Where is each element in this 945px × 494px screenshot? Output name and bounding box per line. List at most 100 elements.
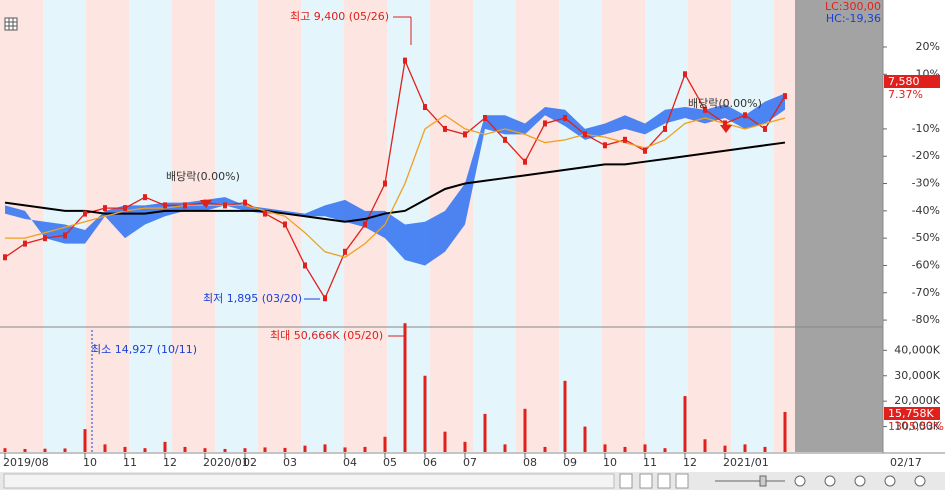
volume-bar: [43, 448, 47, 452]
x-tick-label: 08: [523, 456, 537, 469]
y-tick-label: 20,000K: [894, 394, 940, 407]
volume-bar: [203, 448, 207, 452]
volume-bar: [703, 439, 707, 452]
price-line: [4, 58, 786, 300]
candle: [103, 205, 107, 212]
x-tick-label: 11: [123, 456, 137, 469]
tool-button[interactable]: [884, 475, 896, 487]
volume-bar: [223, 448, 227, 452]
volume-bar: [723, 445, 727, 452]
x-tick-label: 03: [283, 456, 297, 469]
candle: [163, 202, 167, 209]
volume-bar: [403, 323, 407, 452]
scroll-left[interactable]: [619, 473, 633, 489]
x-tick-label: 2021/01: [723, 456, 769, 469]
month-stripe: [516, 0, 559, 452]
candle: [83, 210, 87, 217]
candle: [503, 136, 507, 143]
last-change: 7.37%: [888, 88, 923, 101]
scroll-right[interactable]: [675, 473, 689, 489]
volume-bar: [163, 441, 167, 452]
candle: [463, 131, 467, 138]
last-volume: 15,758K: [888, 407, 934, 420]
volume-bar: [523, 408, 527, 452]
dividend-marker: [200, 200, 212, 208]
candle: [763, 125, 767, 132]
candle: [583, 131, 587, 138]
volume-bar: [83, 429, 87, 452]
month-stripe: [559, 0, 602, 452]
volume-bar: [283, 447, 287, 452]
volume-bar: [783, 411, 787, 452]
volume-bar: [763, 446, 767, 452]
background: [0, 0, 795, 452]
grid-icon[interactable]: [4, 17, 18, 31]
y-tick-label: -10%: [912, 122, 940, 135]
volume-bar: [323, 444, 327, 452]
moving-average: [4, 141, 786, 223]
volume-bar: [503, 444, 507, 452]
candle: [283, 221, 287, 228]
candle: [783, 93, 787, 100]
candle: [703, 106, 707, 113]
candle: [563, 114, 567, 121]
zoom-thumb[interactable]: [759, 475, 767, 487]
grid-icon-lines: [5, 18, 17, 30]
volume-bar: [743, 444, 747, 452]
y-tick-label: -50%: [912, 231, 940, 244]
month-stripe: [473, 0, 516, 452]
price-box: [884, 75, 940, 88]
annotation: 최대 50,666K (05/20): [270, 329, 383, 342]
x-tick-label: 04: [343, 456, 357, 469]
month-stripe: [731, 0, 774, 452]
candle: [63, 232, 67, 239]
candle: [303, 262, 307, 269]
last-date: 02/17: [890, 456, 922, 469]
x-tick-label: 09: [563, 456, 577, 469]
y-tick-label: -40%: [912, 204, 940, 217]
y-tick-label: -60%: [912, 258, 940, 271]
volume-bar: [463, 441, 467, 452]
candle: [23, 240, 27, 247]
month-stripe: [688, 0, 731, 452]
volume-bar: [543, 446, 547, 452]
zoom-in[interactable]: [824, 475, 836, 487]
candle: [623, 136, 627, 143]
y-tick-label: -80%: [912, 313, 940, 326]
x-tick-label: 06: [423, 456, 437, 469]
candle: [723, 120, 727, 127]
tool-button[interactable]: [914, 475, 926, 487]
play[interactable]: [639, 473, 653, 489]
volume-bar: [483, 413, 487, 452]
future-area: [795, 0, 883, 452]
candle: [183, 202, 187, 209]
month-stripe: [645, 0, 688, 452]
zoom-out[interactable]: [794, 475, 806, 487]
candle: [383, 180, 387, 187]
volume-bar: [303, 445, 307, 452]
x-tick-label: 2020/01: [203, 456, 249, 469]
month-stripe: [301, 0, 344, 452]
scrollbar[interactable]: [3, 473, 615, 489]
candle: [343, 248, 347, 255]
x-tick-label: 12: [683, 456, 697, 469]
volume-bar: [443, 431, 447, 452]
candle: [683, 71, 687, 78]
volume-bar: [3, 448, 7, 452]
candle: [643, 147, 647, 154]
candle: [3, 254, 7, 261]
x-tick-label: 2019/08: [3, 456, 49, 469]
candle: [523, 158, 527, 165]
candle: [243, 199, 247, 206]
tool-button[interactable]: [854, 475, 866, 487]
candle: [663, 125, 667, 132]
volume-box: [884, 407, 940, 420]
annotation: 배당락(0.00%): [688, 97, 762, 110]
y-tick-label: -30%: [912, 177, 940, 190]
annotation-arrow: [393, 16, 412, 45]
candle: [123, 205, 127, 212]
stop[interactable]: [657, 473, 671, 489]
y-tick-label: -20%: [912, 149, 940, 162]
candle: [443, 125, 447, 132]
candle: [483, 114, 487, 121]
